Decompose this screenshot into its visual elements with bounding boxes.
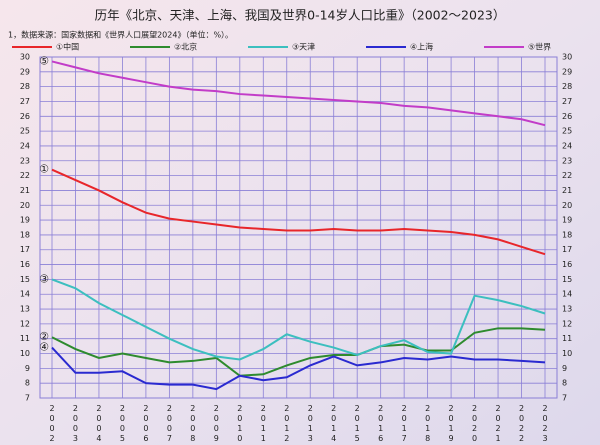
series-line: [51, 60, 546, 127]
x-tick-label: 2013: [306, 404, 315, 444]
y2-tick-label: 22: [562, 171, 572, 180]
x-tick-label: 2015: [353, 404, 362, 444]
y2-tick-label: 27: [562, 97, 572, 106]
legend-label: ②北京: [174, 42, 197, 52]
series-marker: ①: [39, 163, 49, 176]
y-tick-label: 21: [20, 186, 30, 195]
legend-label: ⑤世界: [528, 42, 551, 52]
y-tick-label: 30: [20, 53, 30, 62]
x-tick-label: 2010: [235, 404, 244, 444]
y-tick-label: 25: [20, 127, 30, 136]
y-tick-label: 16: [20, 260, 30, 269]
y2-tick-label: 24: [562, 141, 572, 150]
y-tick-label: 11: [20, 334, 30, 343]
y2-tick-label: 25: [562, 127, 572, 136]
y2-tick-label: 17: [562, 245, 572, 254]
y2-tick-label: 19: [562, 216, 572, 225]
y-tick-label: 7: [25, 394, 30, 403]
x-tick-label: 2020: [470, 404, 479, 444]
y2-tick-label: 12: [562, 319, 572, 328]
x-tick-label: 2022: [517, 404, 526, 444]
y2-tick-label: 23: [562, 156, 572, 165]
x-tick-label: 2023: [541, 404, 550, 444]
x-tick-label: 2008: [188, 404, 197, 444]
y-tick-label: 18: [20, 230, 30, 239]
y-tick-label: 17: [20, 245, 30, 254]
x-tick-label: 2006: [141, 404, 150, 444]
y-tick-label: 8: [25, 379, 30, 388]
legend-label: ③天津: [292, 42, 315, 52]
x-tick-label: 2005: [118, 404, 127, 444]
y2-tick-label: 28: [562, 82, 572, 91]
series-line: [51, 278, 546, 361]
y2-tick-label: 21: [562, 186, 572, 195]
x-tick-label: 2019: [447, 404, 456, 444]
y-tick-label: 24: [20, 141, 30, 150]
y-tick-label: 14: [20, 290, 30, 299]
y-tick-label: 19: [20, 216, 30, 225]
series-line: [51, 327, 546, 377]
x-tick-label: 2009: [212, 404, 221, 444]
y-tick-label: 26: [20, 112, 30, 121]
y2-tick-label: 11: [562, 334, 572, 343]
legend-label: ①中国: [56, 42, 79, 52]
x-tick-label: 2021: [494, 404, 503, 444]
y-tick-label: 13: [20, 305, 30, 314]
y2-tick-label: 14: [562, 290, 572, 299]
x-tick-label: 2018: [423, 404, 432, 444]
y2-tick-label: 15: [562, 275, 572, 284]
y2-tick-label: 16: [562, 260, 572, 269]
y2-tick-label: 29: [562, 67, 572, 76]
y-tick-label: 20: [20, 201, 30, 210]
y-tick-label: 22: [20, 171, 30, 180]
y2-tick-label: 20: [562, 201, 572, 210]
x-tick-label: 2007: [165, 404, 174, 444]
y2-tick-label: 9: [562, 364, 567, 373]
chart-subtitle: 1，数据来源：国家数据和《世界人口展望2024》（单位：%）。: [8, 30, 233, 40]
y2-tick-label: 13: [562, 305, 572, 314]
x-tick-label: 2012: [282, 404, 291, 444]
x-tick-label: 2004: [94, 404, 103, 444]
series-marker: ②: [39, 330, 49, 343]
y-tick-label: 10: [20, 349, 30, 358]
x-tick-label: 2002: [48, 404, 57, 444]
series-marker: ⑤: [39, 54, 49, 67]
y-tick-label: 29: [20, 67, 30, 76]
y2-tick-label: 7: [562, 394, 567, 403]
y2-tick-label: 18: [562, 230, 572, 239]
y-tick-label: 12: [20, 319, 30, 328]
series-marker: ④: [39, 341, 49, 354]
y2-tick-label: 10: [562, 349, 572, 358]
y-tick-label: 27: [20, 97, 30, 106]
chart-title: 历年《北京、天津、上海、我国及世界0-14岁人口比重》（2002～2023）: [95, 8, 506, 23]
series-line: [51, 346, 546, 391]
x-tick-label: 2011: [259, 404, 268, 444]
y2-tick-label: 26: [562, 112, 572, 121]
x-tick-label: 2016: [376, 404, 385, 444]
y2-tick-label: 8: [562, 379, 567, 388]
y-tick-label: 28: [20, 82, 30, 91]
y2-tick-label: 30: [562, 53, 572, 62]
x-tick-label: 2003: [71, 404, 80, 444]
legend-label: ④上海: [410, 42, 433, 52]
y-tick-label: 23: [20, 156, 30, 165]
x-tick-label: 2017: [400, 404, 409, 444]
x-tick-label: 2014: [329, 404, 338, 444]
y-tick-label: 15: [20, 275, 30, 284]
y-tick-label: 9: [25, 364, 30, 373]
series-line: [51, 168, 546, 256]
series-marker: ③: [39, 272, 49, 285]
